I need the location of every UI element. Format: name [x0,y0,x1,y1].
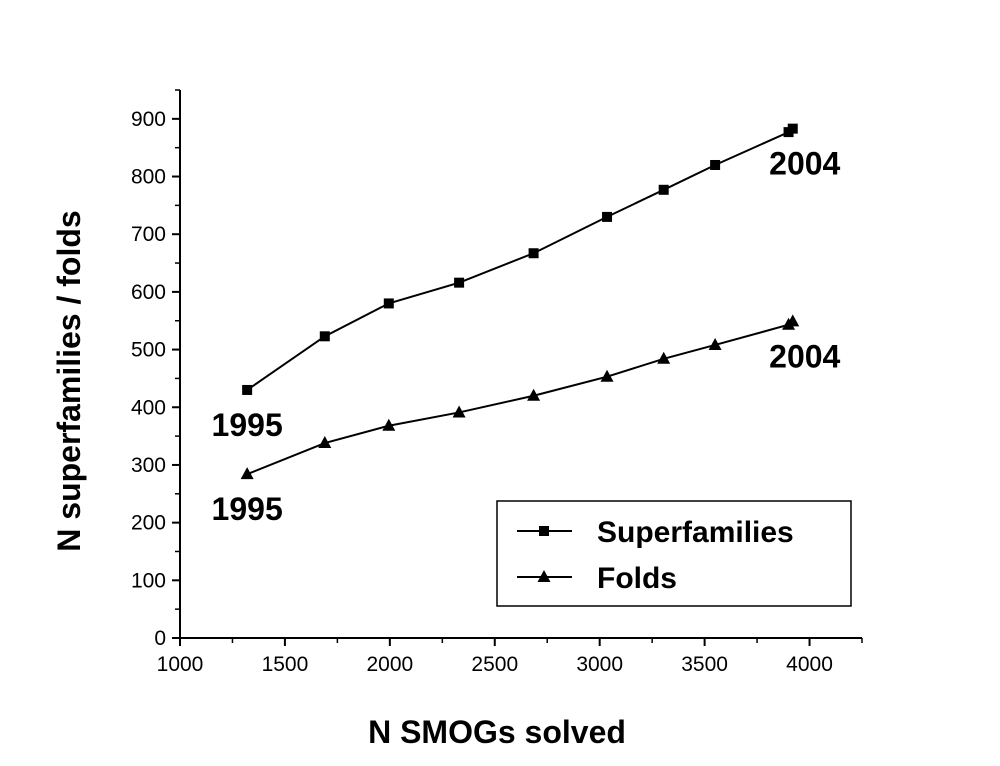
year-annotation: 1995 [212,407,283,443]
x-tick-label: 3000 [576,653,623,676]
year-annotation: 2004 [769,146,840,182]
folds-point [527,388,541,401]
legend-marker-superfamilies [539,526,549,536]
y-axis-title: N superfamilies / folds [51,210,87,551]
folds-point [318,436,332,449]
folds-series [240,314,800,480]
x-tick-label: 4000 [786,653,833,676]
superfamilies-point [602,211,613,222]
y-tick-label: 800 [131,166,166,189]
year-annotation: 2004 [769,338,840,374]
superfamilies-point [383,298,394,309]
y-tick-label: 0 [154,627,166,650]
superfamilies-point [658,184,669,195]
annotation-layer: 1995 1995 2004 2004 [212,146,841,528]
x-tick-label: 2000 [366,653,413,676]
legend: Superfamilies Folds [496,500,852,607]
folds-point [240,467,254,480]
x-tick-label: 3500 [681,653,728,676]
y-tick-label: 200 [131,512,166,535]
folds-point [600,369,614,382]
year-annotation: 1995 [212,491,283,527]
y-tick-label: 300 [131,454,166,477]
superfamilies-point [528,248,539,259]
folds-point [657,351,671,364]
y-tick-label: 100 [131,569,166,592]
superfamilies-point [787,123,798,134]
legend-marker-folds [537,570,551,582]
folds-point [708,337,722,350]
superfamilies-point [242,384,253,395]
x-tick-label: 2500 [471,653,518,676]
superfamilies-point [319,331,330,342]
x-tick-label: 1000 [157,653,204,676]
y-tick-label: 400 [131,396,166,419]
folds-point [382,418,396,431]
y-tick-label: 600 [131,281,166,304]
legend-label-superfamilies: Superfamilies [597,516,794,549]
folds-line [246,320,794,476]
superfamilies-point [454,277,465,288]
superfamilies-line [246,127,794,391]
y-tick-label: 700 [131,223,166,246]
folds-point [452,405,466,418]
legend-box [496,500,852,607]
axes: 1000 1500 2000 2500 3000 3500 4000 0 100 200 300 40… [131,89,863,676]
series-layer [240,123,800,480]
x-tick-label: 1500 [262,653,309,676]
y-tick-label: 900 [131,108,166,131]
superfamilies-series [242,123,798,395]
x-axis-title: N SMOGs solved [368,714,626,750]
y-tick-label: 500 [131,339,166,362]
legend-label-folds: Folds [597,562,677,595]
superfamilies-point [710,159,721,170]
folds-point [786,314,800,327]
